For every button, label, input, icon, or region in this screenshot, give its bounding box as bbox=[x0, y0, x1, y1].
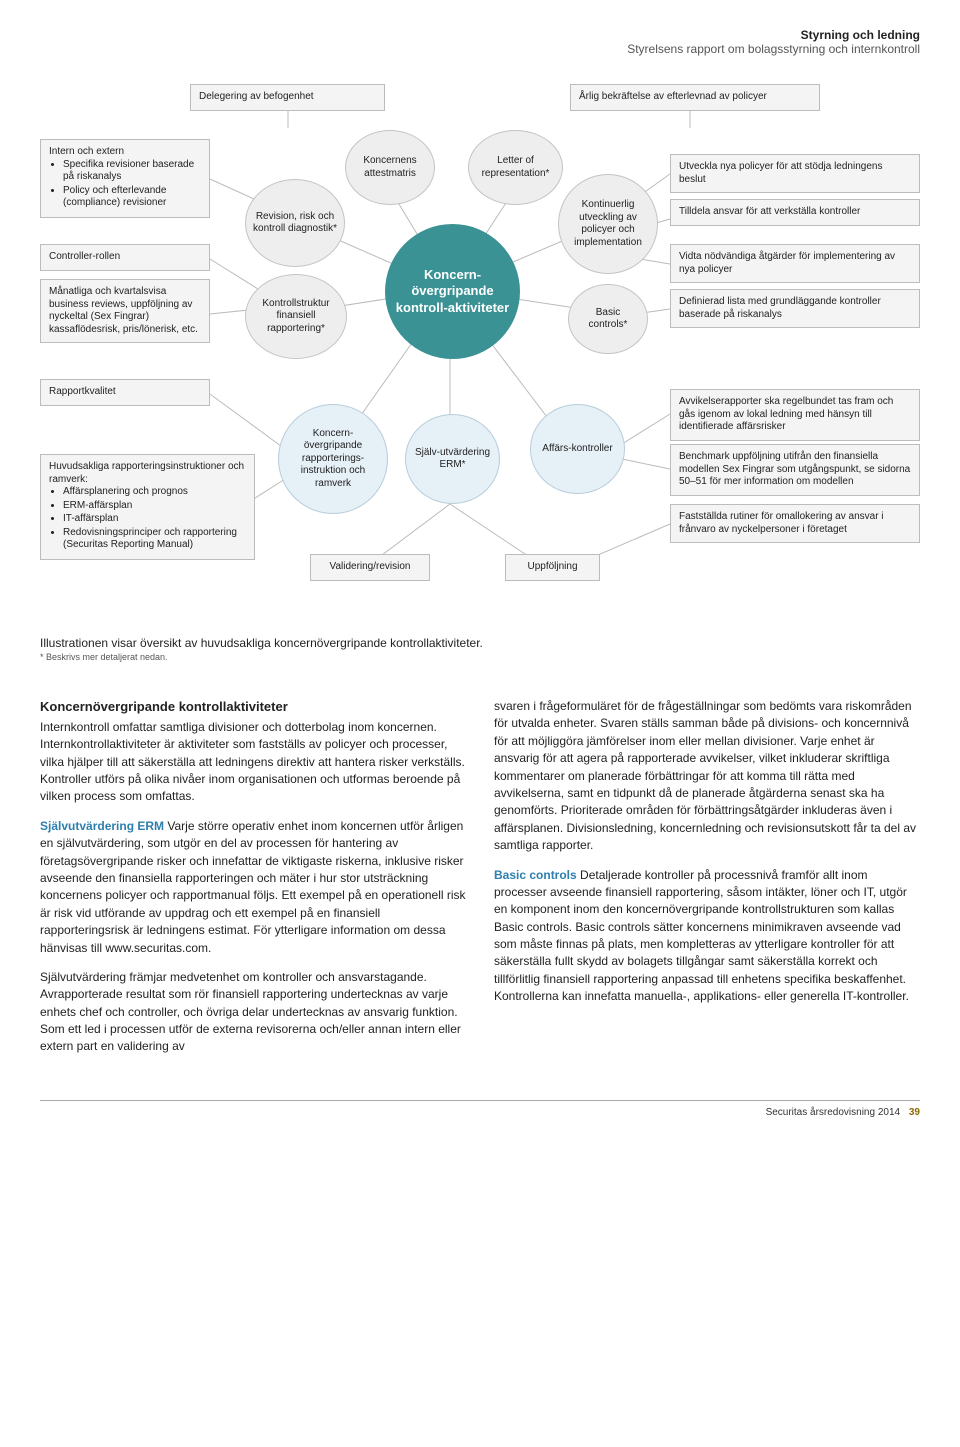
page-footer: Securitas årsredovisning 2014 39 bbox=[40, 1100, 920, 1118]
left-box-4-b1: ERM-affärsplan bbox=[63, 500, 246, 513]
right-box-4: Avvikelserapporter ska regelbundet tas f… bbox=[670, 389, 920, 441]
right-p2-body: Detaljerade kontroller på processnivå fr… bbox=[494, 868, 909, 1004]
box-uppfoljning: Uppföljning bbox=[505, 554, 600, 581]
circle-erm: Själv-utvärdering ERM* bbox=[405, 414, 500, 504]
circle-letter: Letter of representation* bbox=[468, 130, 563, 205]
hub-center: Koncern-övergripande kontroll-aktivitete… bbox=[385, 224, 520, 359]
circle-attestmatris: Koncernens attestmatris bbox=[345, 130, 435, 205]
footer-text: Securitas årsredovisning 2014 bbox=[766, 1107, 901, 1118]
right-box-5: Benchmark uppföljning utifrån den finans… bbox=[670, 444, 920, 496]
right-box-2: Vidta nödvändiga åtgärder för implemente… bbox=[670, 244, 920, 283]
article-columns: Koncernövergripande kontrollaktiviteter … bbox=[40, 698, 920, 1068]
diagram-footnote: * Beskrivs mer detaljerat nedan. bbox=[40, 652, 920, 662]
runin-basic: Basic controls bbox=[494, 868, 577, 882]
right-p2: Basic controls Detaljerade kontroller på… bbox=[494, 867, 920, 1006]
runin-erm: Självutvärdering ERM bbox=[40, 819, 164, 833]
left-box-4-b3: Redovisningsprinciper och rapportering (… bbox=[63, 527, 246, 552]
left-box-1: Controller-rollen bbox=[40, 244, 210, 271]
control-activities-diagram: Delegering av befogenhet Årlig bekräftel… bbox=[40, 84, 920, 624]
circle-kontinuerlig: Kontinuerlig utveckling av policyer och … bbox=[558, 174, 658, 274]
right-p1: svaren i frågeformuläret för de frågestä… bbox=[494, 698, 920, 855]
page-header: Styrning och ledning Styrelsens rapport … bbox=[40, 28, 920, 56]
right-box-1: Tilldela ansvar för att verkställa kontr… bbox=[670, 199, 920, 226]
article-heading: Koncernövergripande kontrollaktiviteter bbox=[40, 698, 466, 717]
circle-ramverk: Koncern-övergripande rapporterings-instr… bbox=[278, 404, 388, 514]
header-line2: Styrelsens rapport om bolagsstyrning och… bbox=[40, 42, 920, 56]
header-line1: Styrning och ledning bbox=[40, 28, 920, 42]
left-p2-body: Varje större operativ enhet inom koncern… bbox=[40, 819, 466, 955]
left-box-2: Månatliga och kvartalsvisa business revi… bbox=[40, 279, 210, 343]
right-box-3: Definierad lista med grundläggande kontr… bbox=[670, 289, 920, 328]
left-box-4-title: Huvudsakliga rapporteringsinstruktioner … bbox=[49, 461, 246, 486]
left-box-0-title: Intern och extern bbox=[49, 146, 201, 159]
left-p3: Självutvärdering främjar medvetenhet om … bbox=[40, 969, 466, 1056]
footer-page: 39 bbox=[909, 1107, 920, 1118]
column-left: Koncernövergripande kontrollaktiviteter … bbox=[40, 698, 466, 1068]
box-validering: Validering/revision bbox=[310, 554, 430, 581]
circle-revision: Revision, risk och kontroll diagnostik* bbox=[245, 179, 345, 267]
circle-basic-controls: Basic controls* bbox=[568, 284, 648, 354]
box-delegation: Delegering av befogenhet bbox=[190, 84, 385, 111]
diagram-caption: Illustrationen visar översikt av huvudsa… bbox=[40, 636, 920, 650]
right-box-6: Fastställda rutiner för omallokering av … bbox=[670, 504, 920, 543]
left-box-3: Rapportkvalitet bbox=[40, 379, 210, 406]
left-p2: Självutvärdering ERM Varje större operat… bbox=[40, 818, 466, 957]
left-box-0-b0: Specifika revisioner baserade på riskana… bbox=[63, 159, 201, 184]
left-box-4-b2: IT-affärsplan bbox=[63, 513, 246, 526]
left-box-4: Huvudsakliga rapporteringsinstruktioner … bbox=[40, 454, 255, 560]
left-box-4-b0: Affärsplanering och prognos bbox=[63, 486, 246, 499]
right-box-0: Utveckla nya policyer för att stödja led… bbox=[670, 154, 920, 193]
circle-kontrollstruktur: Kontrollstruktur finansiell rapportering… bbox=[245, 274, 347, 359]
left-p1: Internkontroll omfattar samtliga divisio… bbox=[40, 719, 466, 806]
left-box-0-b1: Policy och efterlevande (compliance) rev… bbox=[63, 185, 201, 210]
column-right: svaren i frågeformuläret för de frågestä… bbox=[494, 698, 920, 1068]
circle-affars: Affärs-kontroller bbox=[530, 404, 625, 494]
left-box-0: Intern och extern Specifika revisioner b… bbox=[40, 139, 210, 218]
box-annual-confirmation: Årlig bekräftelse av efterlevnad av poli… bbox=[570, 84, 820, 111]
